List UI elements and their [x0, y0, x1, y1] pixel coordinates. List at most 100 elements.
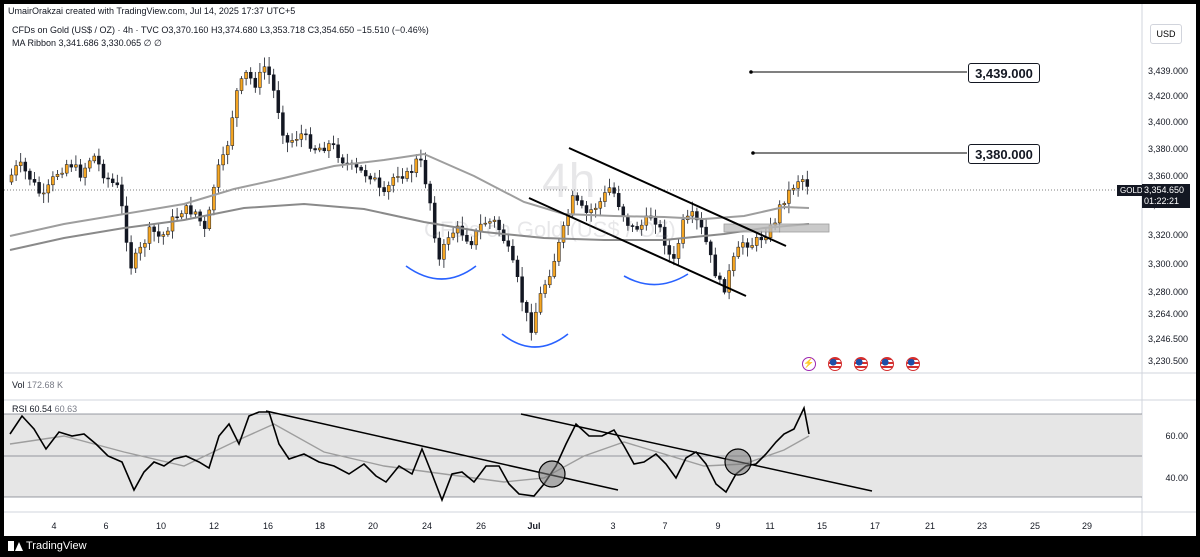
left-shoulder-arc[interactable]	[405, 265, 477, 280]
candle-body	[110, 178, 115, 184]
candle-body	[331, 143, 336, 146]
watermark-interval: 4h	[542, 155, 596, 208]
candle-body	[262, 66, 267, 73]
candle-body	[336, 144, 340, 158]
level-box-3380[interactable]: 3,380.000	[968, 144, 1040, 164]
candle-body	[202, 220, 207, 229]
us-flag-event-icon[interactable]	[880, 357, 894, 371]
currency-selector[interactable]: USD	[1150, 24, 1182, 44]
candle-body	[612, 187, 616, 194]
candle-body	[750, 245, 754, 248]
level-box-3439[interactable]: 3,439.000	[968, 63, 1040, 83]
candle-body	[400, 176, 405, 179]
price-axis-label: 3,420.000	[1147, 91, 1188, 101]
candle-body	[713, 254, 718, 277]
candle-body	[741, 242, 745, 248]
candle-body	[676, 243, 681, 259]
us-flag-event-icon[interactable]	[828, 357, 842, 371]
price-axis-label: 3,380.000	[1147, 144, 1188, 154]
candle-body	[524, 302, 529, 313]
candle-body	[465, 234, 469, 242]
lightning-event-icon[interactable]: ⚡	[802, 357, 816, 371]
price-axis-label: 3,230.500	[1147, 356, 1188, 366]
ma-ribbon-label[interactable]: MA Ribbon	[12, 38, 57, 48]
candle-body	[386, 185, 391, 193]
candle-body	[308, 134, 313, 149]
candle-body	[299, 133, 304, 140]
footer-bar: TradingView	[0, 536, 1200, 557]
candle-body	[405, 171, 409, 179]
date-axis-label: 17	[869, 521, 881, 531]
candle-body	[639, 224, 644, 230]
candle-body	[511, 245, 515, 261]
candle-body	[658, 224, 662, 228]
candle-body	[672, 254, 676, 259]
ma-ribbon-legend: MA Ribbon 3,341.686 3,330.065 ∅ ∅	[12, 38, 162, 49]
candle-body	[147, 226, 152, 244]
rsi-axis-60: 60.00	[1165, 431, 1188, 441]
candle-body	[534, 311, 538, 333]
candle-body	[327, 143, 331, 152]
candle-body	[244, 71, 248, 79]
candle-body	[391, 177, 396, 186]
candle-body	[446, 237, 451, 245]
ma-value-1: 3,341.686	[58, 38, 99, 48]
date-axis-label: 20	[367, 521, 379, 531]
candle-body	[529, 312, 534, 333]
chart-canvas[interactable]: 4h CFDs on Gold (US$ / OZ) UmairOrakzai …	[4, 4, 1196, 536]
candle-body	[281, 112, 285, 136]
candle-body	[455, 225, 460, 234]
price-axis-label: 3,264.000	[1147, 309, 1188, 319]
consolidation-zone[interactable]	[723, 223, 830, 233]
candle-body	[267, 66, 271, 76]
head-arc[interactable]	[501, 333, 569, 348]
us-flag-event-icon[interactable]	[906, 357, 920, 371]
candle-body	[607, 187, 612, 193]
candle-body	[216, 164, 221, 188]
channel-lower-line[interactable]	[528, 197, 747, 297]
rsi-band	[4, 414, 1142, 497]
candle-body	[193, 211, 198, 215]
candle-body	[428, 183, 432, 204]
symbol-line[interactable]: CFDs on Gold (US$ / OZ) · 4h · TVC	[12, 25, 159, 35]
candle-body	[285, 135, 290, 143]
candle-body	[64, 164, 69, 174]
channel-upper-line[interactable]	[568, 147, 787, 247]
volume-label[interactable]: Vol	[12, 380, 25, 390]
date-axis-label: 4	[51, 521, 57, 531]
candle-body	[603, 192, 607, 202]
candle-body	[124, 205, 129, 243]
candle-body	[409, 171, 414, 173]
candle-body	[731, 256, 736, 271]
candle-body	[248, 71, 253, 79]
candle-body	[777, 204, 782, 224]
candle-body	[501, 229, 506, 242]
candle-body	[106, 177, 110, 180]
tradingview-logo[interactable]: TradingView	[8, 540, 87, 552]
rsi-cross-marker-2[interactable]	[724, 448, 752, 476]
low-value: L3,353.718	[260, 25, 306, 35]
candle-body	[787, 189, 791, 204]
candle-body	[396, 176, 400, 178]
candle-body	[37, 182, 41, 194]
candle-body	[488, 221, 492, 224]
ma-visibility-icon[interactable]: ∅ ∅	[143, 38, 162, 48]
volume-value: 172.68 K	[27, 380, 64, 390]
rsi-cross-marker-1[interactable]	[538, 460, 566, 488]
candle-body	[258, 71, 262, 88]
candle-body	[129, 242, 133, 269]
us-flag-event-icon[interactable]	[854, 357, 868, 371]
candle-body	[667, 245, 672, 255]
price-chart[interactable]	[4, 4, 1196, 536]
candle-body	[239, 78, 244, 91]
candle-body	[552, 261, 557, 277]
rsi-label[interactable]: RSI	[12, 404, 28, 414]
right-shoulder-arc[interactable]	[623, 273, 689, 286]
rsi-trendline-2[interactable]	[520, 413, 873, 492]
candle-body	[423, 159, 428, 185]
candle-body	[290, 140, 294, 143]
ohlc-legend: CFDs on Gold (US$ / OZ) · 4h · TVC O3,37…	[12, 25, 429, 35]
price-axis-label: 3,439.000	[1147, 66, 1188, 76]
candle-body	[483, 222, 488, 225]
